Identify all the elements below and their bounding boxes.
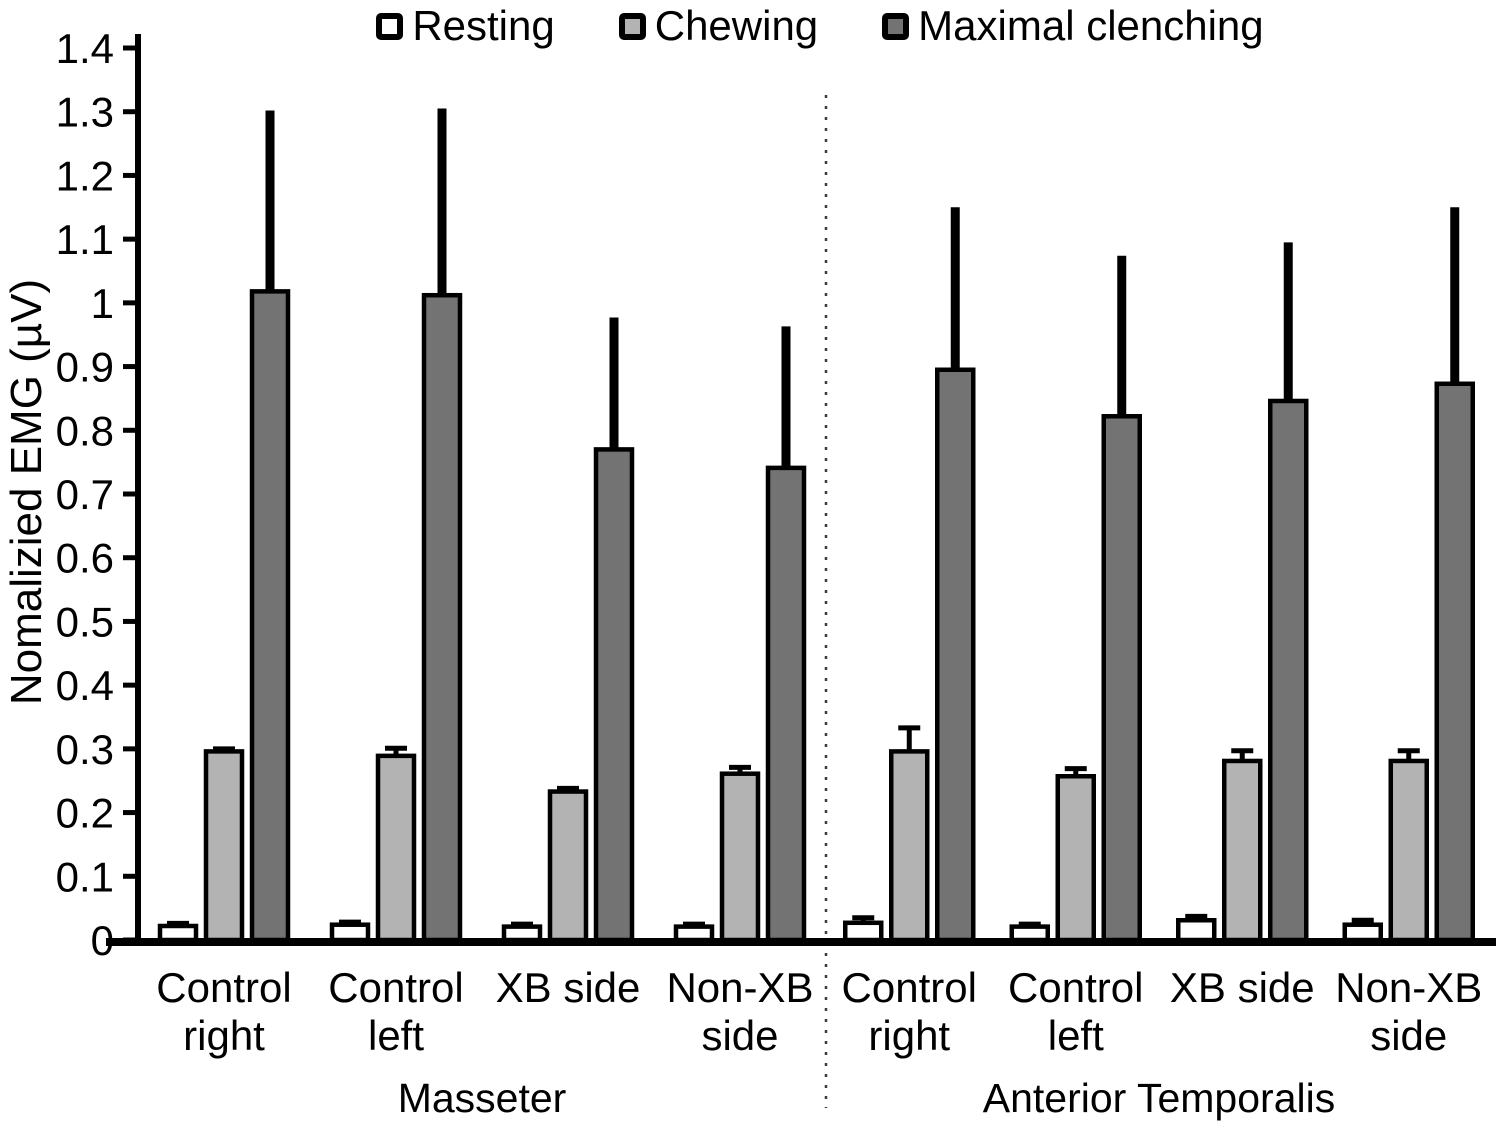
x-category-label: Control [328,964,463,1011]
y-tick-label: 0.8 [56,407,114,454]
y-tick-label: 1.2 [56,152,114,199]
x-category-label: XB side [1170,964,1315,1011]
bar-anterior-temporalis-control-right-maximal-clenching [935,367,976,943]
y-tick-label: 0.1 [56,853,114,900]
bar-anterior-temporalis-control-left-chewing [1055,774,1096,943]
legend-swatch-chewing-icon [618,12,646,40]
bar-masseter-control-left-chewing [375,753,417,943]
bar-masseter-non-xb-side-resting [673,924,715,943]
bar-anterior-temporalis-control-left-maximal-clenching [1101,414,1142,943]
legend-label-maximal-clenching: Maximal clenching [918,2,1264,49]
legend-label-chewing: Chewing [654,2,819,49]
x-category-label: left [368,1012,424,1059]
y-tick-label: 0.3 [56,726,114,773]
x-category-label: Non-XB [1335,964,1482,1011]
bar-masseter-control-right-resting [157,923,199,943]
bar-masseter-control-right-chewing [203,749,245,943]
y-tick-label: 1.3 [56,89,114,136]
bar-anterior-temporalis-non-xb-side-maximal-clenching [1434,381,1475,943]
bar-masseter-xb-side-resting [501,924,543,943]
x-category-label: Control [1008,964,1143,1011]
y-tick-label: 0.4 [56,662,114,709]
bar-anterior-temporalis-control-right-resting [843,920,884,943]
bar-anterior-temporalis-non-xb-side-resting [1342,922,1383,943]
bar-anterior-temporalis-control-left-resting [1009,924,1050,943]
bar-masseter-control-left-resting [329,922,371,943]
legend: Resting Chewing Maximal clenching [145,0,1495,52]
legend-swatch-maximal-clenching-icon [882,12,910,40]
bar-anterior-temporalis-xb-side-resting [1176,917,1217,943]
y-tick-label: 1.4 [56,25,114,72]
x-category-label: left [1048,1012,1104,1059]
y-tick-label: 0.7 [56,471,114,518]
x-category-label: Control [156,964,291,1011]
x-category-label: right [183,1012,265,1059]
bar-anterior-temporalis-non-xb-side-chewing [1388,758,1429,943]
legend-label-resting: Resting [412,2,555,49]
x-category-label: side [701,1012,778,1059]
x-category-label: side [1370,1012,1447,1059]
y-tick-label: 0.6 [56,535,114,582]
x-category-label: right [868,1012,950,1059]
bar-masseter-xb-side-chewing [547,789,589,943]
legend-item-maximal-clenching: Maximal clenching [882,2,1264,49]
y-tick-label: 1 [91,280,114,327]
section-label-masseter: Masseter [398,1075,567,1121]
bar-anterior-temporalis-control-right-chewing [889,749,930,943]
bar-masseter-xb-side-maximal-clenching [593,447,635,943]
bar-masseter-control-right-maximal-clenching [249,289,291,943]
section-label-anterior-temporalis: Anterior Temporalis [983,1075,1335,1121]
bar-anterior-temporalis-xb-side-chewing [1222,758,1263,943]
bar-anterior-temporalis-xb-side-maximal-clenching [1268,398,1309,943]
bar-masseter-non-xb-side-chewing [719,771,761,943]
y-tick-label: 0 [91,917,114,964]
y-tick-label: 0.2 [56,790,114,837]
y-tick-label: 0.5 [56,598,114,645]
x-category-label: Non-XB [666,964,813,1011]
x-category-label: Control [842,964,977,1011]
x-category-label: XB side [496,964,641,1011]
bar-masseter-control-left-maximal-clenching [421,292,463,943]
y-tick-label: 1.1 [56,216,114,263]
y-tick-label: 0.9 [56,344,114,391]
legend-item-chewing: Chewing [618,2,819,49]
bar-masseter-non-xb-side-maximal-clenching [765,465,807,943]
legend-swatch-resting-icon [376,12,404,40]
legend-item-resting: Resting [376,2,555,49]
